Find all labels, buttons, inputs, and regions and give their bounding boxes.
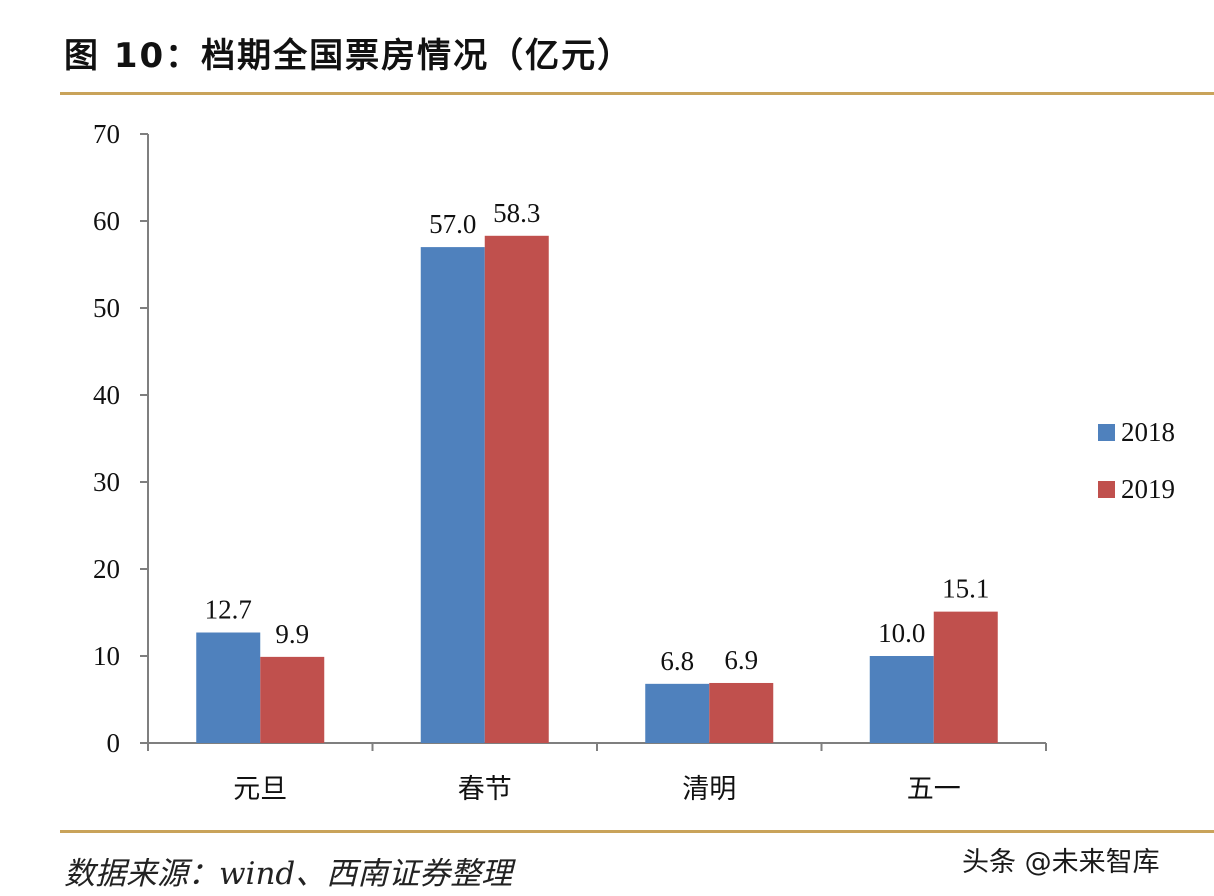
bars xyxy=(196,235,998,744)
bar-2018-2 xyxy=(645,683,710,743)
source-note: 数据来源：wind、西南证券整理 xyxy=(64,856,513,892)
legend: 2018 2019 xyxy=(1098,417,1175,504)
data-label: 12.7 xyxy=(205,595,252,625)
y-axis: 0 10 20 30 40 50 60 70 xyxy=(93,119,149,758)
data-label: 6.9 xyxy=(724,645,758,675)
bar-2019-1 xyxy=(484,235,549,744)
x-tick-label: 清明 xyxy=(682,774,736,805)
y-tick-label: 20 xyxy=(93,554,120,584)
watermark: 头条 @未来智库 xyxy=(962,847,1160,878)
bar-2018-3 xyxy=(869,656,934,743)
y-tick-label: 0 xyxy=(107,728,121,758)
y-tick-label: 40 xyxy=(93,380,120,410)
bar-2018-0 xyxy=(196,632,261,743)
x-tick-label: 春节 xyxy=(458,774,512,805)
y-tick-label: 70 xyxy=(93,119,120,149)
y-tick-label: 50 xyxy=(93,293,120,323)
data-label: 10.0 xyxy=(878,618,925,648)
x-tick-label: 五一 xyxy=(907,774,961,805)
legend-label: 2018 xyxy=(1121,417,1175,447)
data-label: 58.3 xyxy=(493,198,540,228)
data-label: 15.1 xyxy=(942,574,989,604)
x-axis: 元旦 春节 清明 五一 xyxy=(147,742,1047,805)
bar-2019-3 xyxy=(933,611,998,743)
data-label: 57.0 xyxy=(429,209,476,239)
top-rule xyxy=(60,92,1214,95)
legend-swatch xyxy=(1098,481,1115,498)
bottom-rule xyxy=(60,830,1214,833)
x-tick-label: 元旦 xyxy=(233,774,287,805)
data-label: 9.9 xyxy=(275,619,309,649)
y-tick-label: 60 xyxy=(93,206,120,236)
legend-swatch xyxy=(1098,424,1115,441)
data-label: 6.8 xyxy=(660,646,694,676)
chart-title: 图 10：档期全国票房情况（亿元） xyxy=(64,36,634,76)
value-labels: 12.7 9.9 57.0 58.3 6.8 6.9 10.0 15.1 xyxy=(205,198,990,676)
legend-label: 2019 xyxy=(1121,474,1175,504)
bar-2018-1 xyxy=(420,247,485,743)
y-tick-label: 30 xyxy=(93,467,120,497)
bar-2019-2 xyxy=(709,682,774,743)
bar-2019-0 xyxy=(260,656,325,743)
y-tick-label: 10 xyxy=(93,641,120,671)
